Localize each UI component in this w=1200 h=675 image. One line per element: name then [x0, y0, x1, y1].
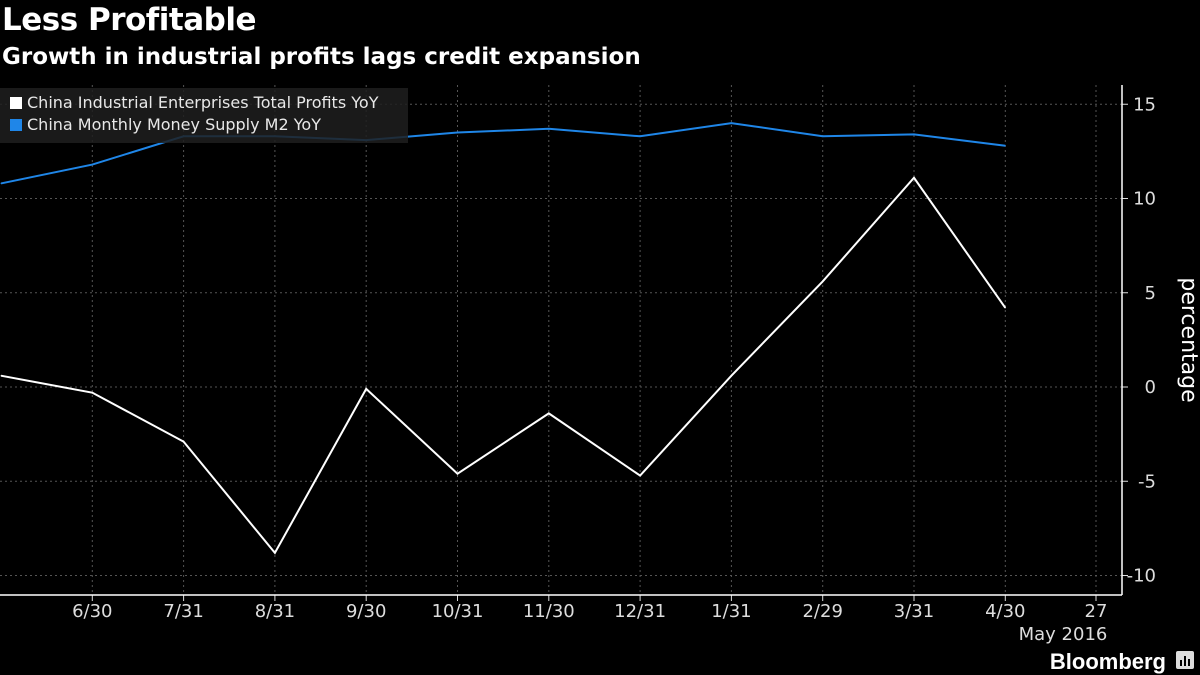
- legend-swatch-blue: [10, 118, 22, 131]
- data-point: [274, 552, 276, 554]
- chart-subtitle: Growth in industrial profits lags credit…: [2, 44, 641, 70]
- legend-item-m2: China Monthly Money Supply M2 YoY: [10, 115, 321, 134]
- x-tick-label: 11/30: [523, 601, 575, 622]
- data-point: [0, 182, 2, 184]
- x-tick-label: 8/31: [255, 601, 295, 622]
- bloomberg-chart-icon: [1176, 651, 1194, 669]
- data-point: [457, 132, 458, 134]
- data-point: [730, 375, 732, 377]
- legend-label: China Industrial Enterprises Total Profi…: [27, 93, 379, 112]
- data-point: [913, 177, 915, 179]
- y-tick-label: 5: [1145, 283, 1156, 304]
- data-point: [639, 135, 641, 137]
- x-tick-label: 9/30: [346, 601, 386, 622]
- x-tick-label: 6/30: [72, 601, 112, 622]
- data-point: [913, 133, 915, 135]
- data-point: [365, 388, 367, 390]
- data-point: [548, 412, 550, 414]
- series-line-0: [0, 176, 1007, 555]
- data-point: [1004, 145, 1006, 147]
- data-point: [730, 122, 732, 124]
- y-tick-label: -10: [1127, 566, 1156, 587]
- y-axis-label: percentage: [1176, 277, 1200, 402]
- x-tick-label: 2/29: [802, 601, 842, 622]
- data-point: [183, 441, 185, 443]
- chart-title: Less Profitable: [2, 2, 256, 38]
- y-tick-label: -5: [1138, 471, 1156, 492]
- y-tick-label: 10: [1133, 189, 1156, 210]
- x-axis-label: May 2016: [1019, 624, 1108, 645]
- data-point: [822, 280, 824, 282]
- data-point: [91, 164, 93, 166]
- x-tick-label: 10/31: [432, 601, 484, 622]
- legend-swatch-white: [10, 96, 22, 109]
- data-point: [548, 128, 550, 130]
- data-point: [91, 392, 93, 394]
- x-tick-label: 1/31: [711, 601, 751, 622]
- legend-label: China Monthly Money Supply M2 YoY: [27, 115, 321, 134]
- x-tick-label: 12/31: [614, 601, 666, 622]
- x-tick-label: 4/30: [985, 601, 1025, 622]
- data-point: [639, 475, 641, 477]
- y-tick-label: 0: [1145, 377, 1156, 398]
- x-tick-label: 27: [1085, 601, 1108, 622]
- legend-item-profits: China Industrial Enterprises Total Profi…: [10, 93, 378, 112]
- y-tick-label: 15: [1133, 94, 1156, 115]
- bloomberg-logo: Bloomberg: [1049, 649, 1166, 674]
- data-point: [822, 135, 824, 137]
- data-point: [457, 473, 458, 475]
- legend: China Industrial Enterprises Total Profi…: [0, 88, 408, 143]
- x-tick-label: 3/31: [894, 601, 934, 622]
- data-point: [1004, 307, 1006, 309]
- x-tick-label: 7/31: [163, 601, 203, 622]
- data-point: [0, 375, 2, 377]
